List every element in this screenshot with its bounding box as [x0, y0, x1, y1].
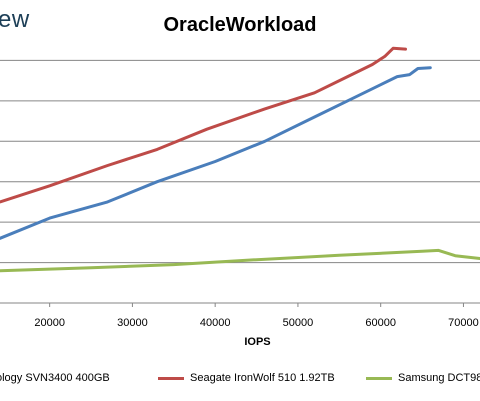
legend-swatch-series-3: [366, 376, 392, 380]
grid-lines: [0, 59, 480, 264]
legend-label-series-1: ology SVN3400 400GB: [0, 372, 110, 384]
series-line-3: [0, 248, 480, 273]
series-lines: [0, 46, 480, 273]
x-axis-label: IOPS: [244, 336, 271, 348]
x-tick-label-1: 20000: [34, 317, 65, 329]
x-tick-label-5: 60000: [365, 317, 396, 329]
legend-swatch-series-2: [158, 376, 184, 380]
brand-logo-fragment: ew: [0, 6, 30, 33]
x-tick-label-6: 70000: [448, 317, 479, 329]
x-tick-labels: 20000 30000 40000 50000 60000 70000: [34, 317, 478, 329]
legend-label-series-3: Samsung DCT983: [398, 372, 480, 384]
legend-label-series-2: Seagate IronWolf 510 1.92TB: [190, 372, 335, 384]
series-line-2: [0, 46, 407, 204]
series-line-1: [0, 66, 432, 240]
x-axis: [0, 302, 480, 307]
x-tick-label-2: 30000: [117, 317, 148, 329]
chart-title: OracleWorkload: [163, 14, 317, 36]
legend-item-series-2: Seagate IronWolf 510 1.92TB: [158, 372, 335, 384]
chart-legend: ology SVN3400 400GB Seagate IronWolf 510…: [0, 372, 480, 390]
legend-item-series-3: Samsung DCT983: [366, 372, 480, 384]
x-tick-label-3: 40000: [200, 317, 231, 329]
legend-item-series-1: ology SVN3400 400GB: [0, 372, 110, 384]
x-tick-label-4: 50000: [283, 317, 314, 329]
